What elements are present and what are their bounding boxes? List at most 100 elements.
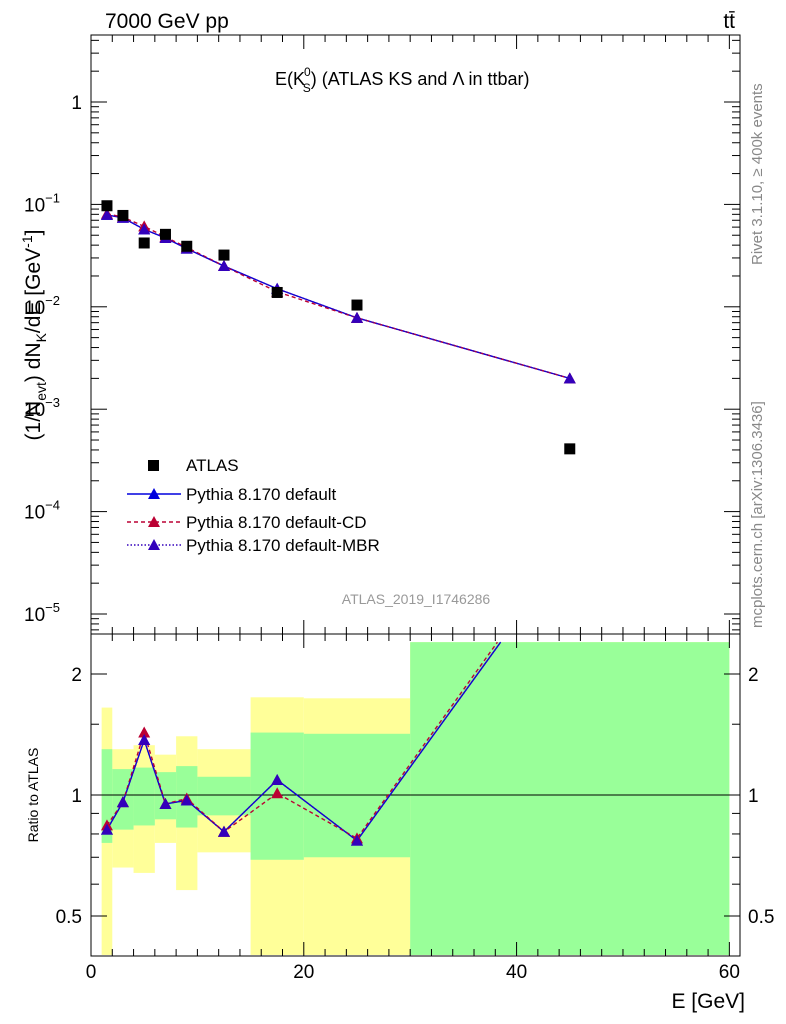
ratio-point-mbr: [180, 794, 193, 806]
ratio-y-tick-label-left: 1: [71, 786, 82, 807]
ratio-x-ticks: 0 20 40 60: [86, 634, 740, 983]
ratio-point-cd: [138, 726, 151, 738]
main-title: E(K0 S) (ATLAS KS and Λ in ttbar): [275, 65, 530, 95]
main-title-rest: (ATLAS KS and Λ in ttbar): [317, 69, 530, 89]
legend-label-default: Pythia 8.170 default: [186, 485, 337, 504]
main-series-line-cd: [106, 213, 570, 380]
main-point-mbr: [563, 372, 576, 384]
y-tick-label: 10−3: [24, 395, 60, 421]
main-point-atlas: [138, 237, 150, 249]
y-tick-label-exp: −3: [45, 395, 60, 410]
ratio-point-mbr: [271, 773, 284, 785]
y-tick-label-base: 10: [24, 298, 45, 319]
ratio-y-tick-label-right: 1: [748, 786, 759, 807]
main-title-part: E(K: [275, 69, 305, 89]
y-tick-label-base: 10: [24, 400, 45, 421]
y-tick-label-base: 10: [24, 195, 45, 216]
main-point-atlas: [117, 209, 129, 221]
ylabel-part-c: /dE [GeV: [22, 248, 45, 333]
y-tick-label: 10−2: [24, 293, 60, 319]
ylabel-sub-evt: evt: [33, 382, 49, 401]
main-series-line-mbr: [106, 214, 570, 380]
y-tick-label-exp: −5: [45, 600, 60, 615]
ratio-series-layer: [100, 641, 502, 846]
ratio-y-tick-label-left: 2: [71, 665, 82, 686]
ylabel-part-a: (1/N: [22, 401, 45, 441]
legend-label-atlas: ATLAS: [186, 456, 239, 475]
main-panel: 110−110−210−310−410−5 E(K0 S) (ATLAS KS a…: [19, 34, 741, 635]
main-point-atlas: [181, 240, 193, 252]
x-tick-label: 60: [719, 962, 740, 983]
main-y-ticks: 110−110−210−310−410−5: [24, 39, 740, 631]
header-energy-label: 7000 GeV pp: [105, 10, 229, 33]
ratio-band-inner: [133, 767, 155, 826]
mcplots-label: mcplots.cern.ch [arXiv:1306.3436]: [749, 401, 766, 628]
analysis-watermark: ATLAS_2019_I1746286: [342, 591, 491, 607]
main-series-line-default: [106, 214, 570, 380]
main-point-mbr: [217, 260, 230, 272]
main-title-close: ): [311, 69, 317, 89]
ratio-y-tick-label-right: 2: [748, 665, 759, 686]
y-tick-label: 1: [71, 93, 82, 114]
y-tick-label: 10−1: [24, 190, 60, 216]
rivet-version-label: Rivet 3.1.10, ≥ 400k events: [749, 83, 766, 265]
x-tick-label: 20: [293, 962, 314, 983]
y-tick-label-base: 10: [24, 503, 45, 524]
ratio-point-cd: [271, 787, 284, 799]
ratio-panel: 0.5 0.5 1 1 2 2 0 20 40 60 Ratio to ATLAS E [GeV…: [25, 633, 775, 1013]
y-tick-label-base: 10: [24, 605, 45, 626]
ratio-band-inner: [101, 749, 113, 843]
main-point-atlas: [101, 200, 113, 212]
ratio-y-ticks: 0.5 0.5 1 1 2 2: [56, 665, 775, 928]
header-process-label: tt̄: [723, 10, 735, 33]
main-y-axis-label: (1/Nevt) dNK/dE [GeV-1]: [19, 230, 49, 441]
ratio-point-mbr: [350, 834, 363, 846]
legend-entry-atlas: ATLAS: [148, 456, 239, 475]
ratio-band-inner: [197, 776, 251, 816]
ylabel-part-b: ) dN: [22, 342, 45, 382]
y-tick-label-exp: −2: [45, 293, 60, 308]
x-axis-label: E [GeV]: [671, 990, 745, 1013]
legend-marker-atlas: [148, 460, 159, 471]
main-title-subscript: S: [303, 81, 311, 95]
ylabel-sub-k: K: [33, 332, 49, 342]
ratio-point-mbr: [116, 796, 129, 808]
ratio-y-tick-label-left: 0.5: [56, 907, 82, 928]
main-title-superscript: 0: [304, 65, 311, 79]
legend-entry-mbr: Pythia 8.170 default-MBR: [127, 536, 380, 555]
legend-label-cd: Pythia 8.170 default-CD: [186, 513, 367, 532]
main-series-layer: [100, 200, 576, 455]
ratio-point-mbr: [100, 823, 113, 835]
ratio-y-axis-label: Ratio to ATLAS: [25, 748, 41, 843]
legend-entry-default: Pythia 8.170 default: [127, 485, 337, 504]
main-point-mbr: [350, 311, 363, 323]
y-tick-label: 10−4: [24, 498, 60, 524]
main-point-mbr: [100, 208, 113, 220]
ratio-uncertainty-bands: [101, 642, 730, 955]
y-tick-label-exp: −1: [45, 190, 60, 205]
main-point-atlas: [564, 443, 576, 455]
ylabel-sup: -1: [19, 235, 35, 248]
x-tick-label: 0: [86, 962, 97, 983]
ratio-band-inner: [410, 642, 730, 955]
ratio-point-mbr: [159, 797, 172, 809]
main-point-atlas: [218, 249, 230, 261]
main-point-atlas: [351, 299, 363, 311]
legend-entry-cd: Pythia 8.170 default-CD: [127, 513, 367, 532]
y-tick-label: 10−5: [24, 600, 60, 626]
ratio-y-tick-label-right: 0.5: [748, 907, 774, 928]
main-x-ticks: [90, 35, 730, 634]
y-tick-label-exp: −4: [45, 498, 60, 513]
legend-marker-mbr: [148, 539, 160, 550]
main-point-atlas: [159, 228, 171, 240]
main-point-mbr: [138, 223, 151, 235]
ratio-point-mbr: [138, 734, 151, 746]
legend-marker-default: [148, 488, 160, 499]
main-point-atlas: [271, 286, 283, 298]
legend-label-mbr: Pythia 8.170 default-MBR: [186, 536, 380, 555]
ratio-point-mbr: [217, 825, 230, 837]
legend-marker-cd: [148, 516, 160, 527]
legend: ATLAS Pythia 8.170 default Pythia 8.170 …: [127, 456, 380, 555]
x-tick-label: 40: [506, 962, 527, 983]
